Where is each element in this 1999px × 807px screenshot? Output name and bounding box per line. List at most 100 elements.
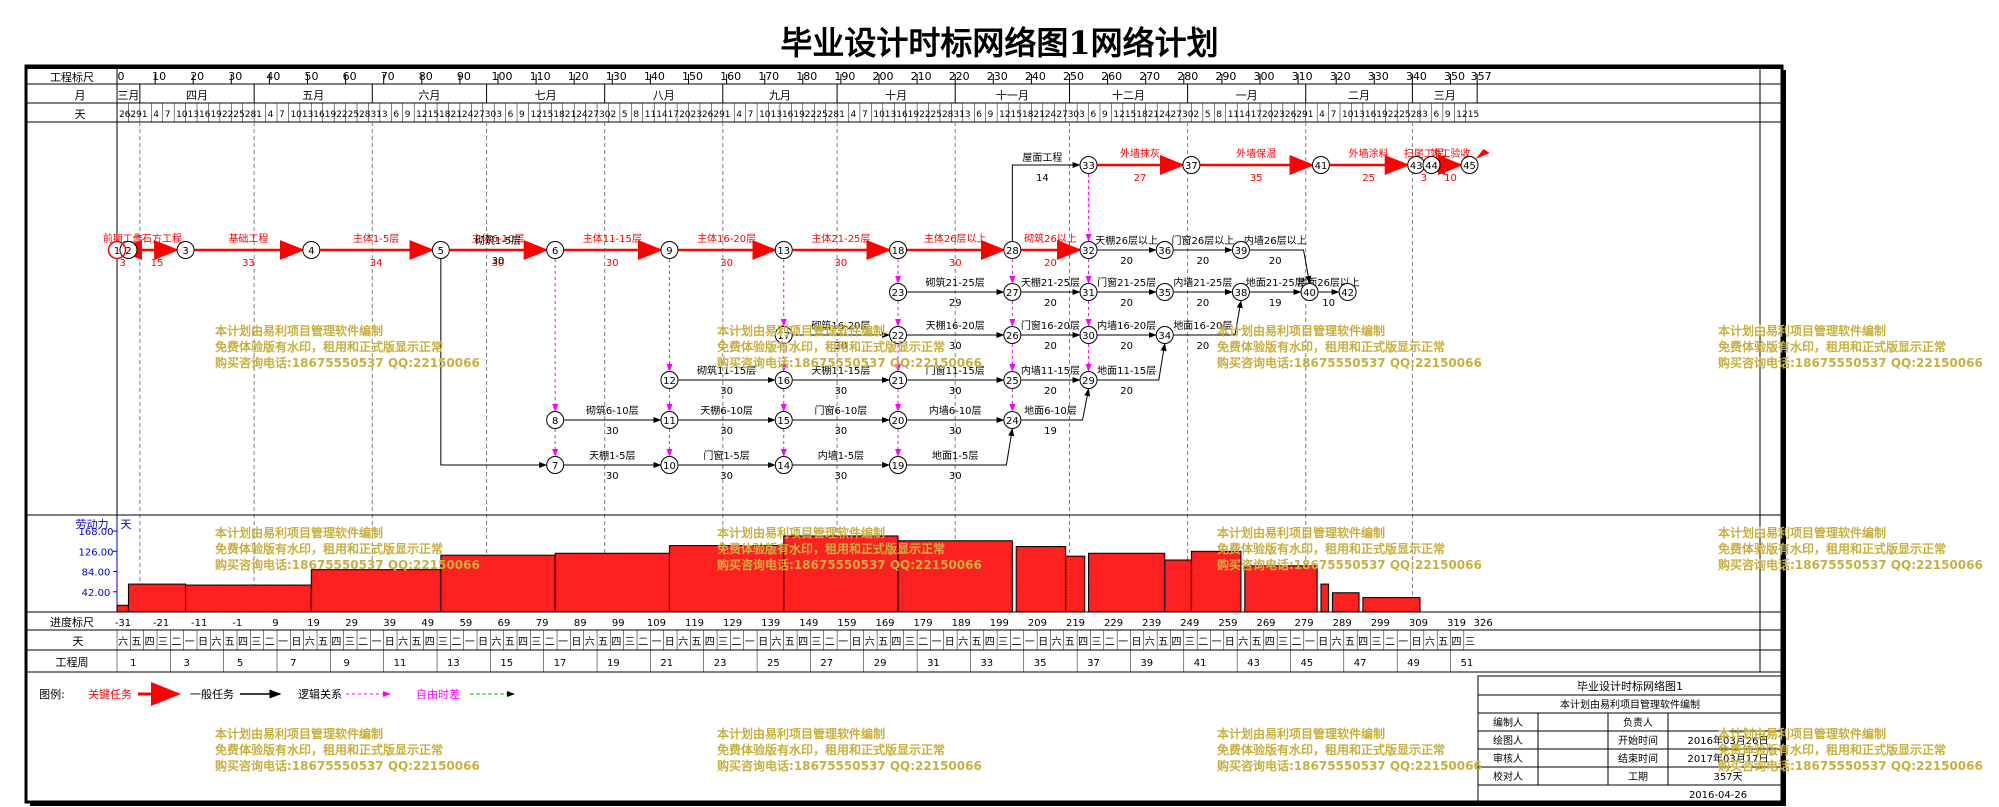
weekday-label: 六 bbox=[118, 636, 128, 648]
week-label: 35 bbox=[1034, 658, 1047, 669]
day-number: 11 bbox=[645, 110, 656, 120]
progress-label: 179 bbox=[914, 618, 933, 629]
tick-label: 140 bbox=[644, 70, 665, 83]
general-task-arrow bbox=[907, 428, 1015, 466]
weekday-label: 四 bbox=[238, 637, 248, 648]
event-node bbox=[1231, 283, 1250, 301]
general-task-label: 地面16-20层 bbox=[1173, 319, 1232, 332]
watermark-line: 免费体验版有水印，租用和正式版显示正常 bbox=[1217, 541, 1445, 556]
watermark-line: 购买咨询电话:18675550537 QQ:22150066 bbox=[1217, 557, 1482, 572]
general-task-label: 砌筑1-5层 bbox=[475, 234, 521, 247]
day-number: 12 bbox=[530, 110, 541, 120]
event-node bbox=[1003, 411, 1022, 429]
event-node-number: 21 bbox=[892, 376, 905, 387]
tick-label: 240 bbox=[1025, 70, 1046, 83]
event-node-number: 6 bbox=[552, 246, 558, 257]
tick-label: 340 bbox=[1406, 70, 1427, 83]
event-node-number: 4 bbox=[308, 246, 314, 257]
day-number: 10 bbox=[176, 110, 188, 120]
progress-label: 326 bbox=[1474, 618, 1493, 629]
day-number: 25 bbox=[233, 110, 244, 120]
labor-bar bbox=[440, 554, 556, 613]
week-label: 15 bbox=[500, 658, 513, 669]
watermark-line: 本计划由易利项目管理软件编制 bbox=[1718, 726, 1886, 741]
watermark-line: 免费体验版有水印，租用和正式版显示正常 bbox=[1217, 339, 1445, 354]
day-number: 20 bbox=[679, 110, 691, 120]
event-node-number: 20 bbox=[892, 416, 905, 427]
day-number: 19 bbox=[1376, 110, 1388, 120]
labor-bar-texture bbox=[441, 555, 555, 612]
event-node bbox=[1311, 156, 1330, 174]
progress-label: 19 bbox=[307, 618, 320, 629]
day-number: 12 bbox=[1456, 110, 1467, 120]
event-node-number: 42 bbox=[1341, 288, 1354, 299]
weekday-label: 一 bbox=[651, 637, 661, 648]
weekday-label: 五 bbox=[1438, 637, 1448, 648]
event-node bbox=[774, 411, 793, 429]
week-label: 13 bbox=[447, 658, 460, 669]
progress-label: 229 bbox=[1104, 618, 1123, 629]
day-number: 1 bbox=[725, 110, 731, 120]
event-node bbox=[546, 241, 565, 259]
general-task-label: 砌筑6-10层 bbox=[586, 404, 639, 417]
day-number: 30 bbox=[485, 110, 497, 120]
labor-bar bbox=[554, 552, 670, 613]
day-number: 15 bbox=[1011, 110, 1022, 120]
progress-label: 299 bbox=[1371, 618, 1390, 629]
progress-label: 259 bbox=[1218, 618, 1237, 629]
general-task-label: 天棚1-5层 bbox=[589, 449, 635, 462]
weekday-label: 五 bbox=[1251, 637, 1261, 648]
weekday-label: 四 bbox=[1358, 637, 1368, 648]
general-task-duration: 20 bbox=[1044, 386, 1057, 397]
event-node-number: 13 bbox=[777, 246, 790, 257]
general-task-label: 天棚26层以上 bbox=[1095, 234, 1158, 247]
critical-task-label: 主体1-5层 bbox=[353, 233, 399, 245]
event-node bbox=[546, 411, 565, 429]
general-task-label: 地面11-15层 bbox=[1097, 364, 1156, 377]
event-node bbox=[889, 283, 908, 301]
day-number: 10 bbox=[290, 110, 302, 120]
weekday-label: 六 bbox=[958, 636, 968, 648]
event-node bbox=[1003, 326, 1022, 344]
day-number: 9 bbox=[1102, 110, 1108, 120]
info-block bbox=[1477, 675, 1783, 803]
general-task-duration: 20 bbox=[1196, 256, 1209, 267]
event-node bbox=[1079, 283, 1098, 301]
critical-task-duration: 34 bbox=[370, 258, 383, 269]
progress-label: 129 bbox=[723, 618, 742, 629]
tick-label: 30 bbox=[228, 70, 242, 83]
weekday-label: 二 bbox=[1198, 637, 1208, 648]
watermark-line: 购买咨询电话:18675550537 QQ:22150066 bbox=[1217, 355, 1482, 370]
labor-bar-texture bbox=[898, 541, 1012, 612]
event-node-number: 23 bbox=[892, 288, 905, 299]
general-task-duration: 30 bbox=[949, 471, 962, 482]
general-task-duration: 20 bbox=[1120, 298, 1133, 309]
general-task-label: 内墙1-5层 bbox=[818, 449, 864, 462]
weekday-label: 五 bbox=[878, 637, 888, 648]
event-node-number: 10 bbox=[663, 461, 676, 472]
labor-bar bbox=[1244, 565, 1318, 613]
progress-label: -1 bbox=[232, 618, 242, 629]
labor-bar bbox=[310, 569, 442, 613]
day-number: 1 bbox=[142, 110, 148, 120]
critical-task-label: 前期工作 bbox=[103, 232, 143, 245]
weekday-label: 四 bbox=[1265, 637, 1275, 648]
general-task-duration: 14 bbox=[1036, 173, 1049, 184]
frame-shadow bbox=[1782, 70, 1786, 806]
labor-axis-title: 劳动力 bbox=[76, 518, 109, 531]
labor-bar-texture bbox=[555, 554, 669, 612]
chart-title: 毕业设计时标网络图1网络计划 bbox=[780, 24, 1219, 62]
watermark-line: 免费体验版有水印，租用和正式版显示正常 bbox=[1718, 339, 1946, 354]
general-task-label: 天棚11-15层 bbox=[811, 364, 870, 377]
tick-label: 100 bbox=[492, 70, 513, 83]
event-node-number: 1 bbox=[114, 246, 120, 257]
labor-bar bbox=[897, 540, 1013, 613]
day-number: 21 bbox=[565, 110, 576, 120]
weekday-label: 三 bbox=[998, 637, 1008, 648]
labor-bar bbox=[1362, 597, 1421, 613]
weekday-label: 二 bbox=[358, 637, 368, 648]
weekday-label: 一 bbox=[558, 637, 568, 648]
weekday-label: 三 bbox=[1465, 637, 1475, 648]
day-number: 29 bbox=[1296, 110, 1308, 120]
labor-bar bbox=[1088, 552, 1166, 613]
